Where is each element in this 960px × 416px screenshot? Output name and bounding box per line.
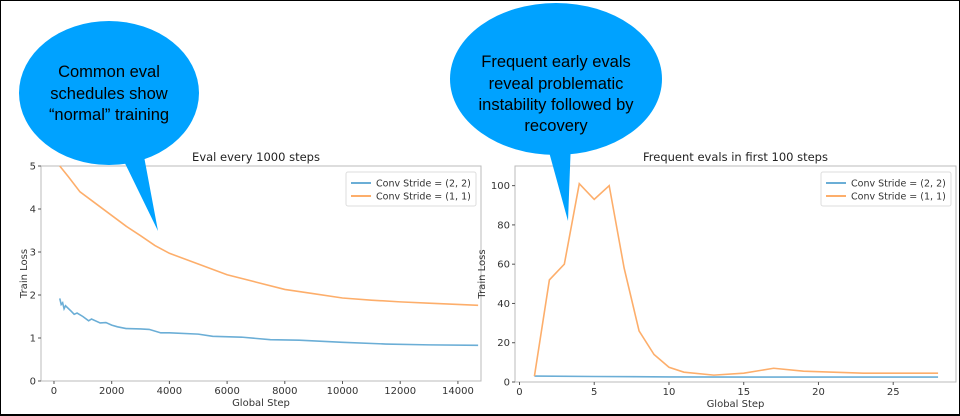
y-axis-label: Train Loss: [477, 249, 488, 299]
series-line-1: [58, 298, 479, 347]
series-line-1: [534, 375, 939, 378]
y-tick-label: 1: [30, 334, 36, 345]
y-tick-label: 20: [497, 338, 510, 349]
x-tick-label: 5: [591, 387, 597, 398]
y-tick-label: 0: [30, 377, 36, 388]
chart-2: 0 5 10 15 20 25 0 20 40 60 80 100 Frequent evals in …: [477, 150, 957, 410]
callout-text: Common eval: [58, 63, 160, 81]
callout-text: Frequent early evals: [481, 53, 631, 71]
legend: Conv Stride = (2, 2) Conv Stride = (1, 1): [820, 171, 952, 207]
x-tick-label: 0: [516, 387, 522, 398]
axes-frame: [514, 165, 957, 383]
chart-1: 0 2000 4000 6000 8000 10000 12000 14000 0 1 2 3 4 5 Ev…: [19, 150, 482, 409]
y-tick-label: 4: [30, 205, 36, 216]
x-tick-label: 25: [887, 387, 900, 398]
x-tick-label: 10: [663, 387, 676, 398]
x-tick-label: 0: [51, 386, 57, 397]
x-tick-label: 8000: [272, 386, 297, 397]
axes-frame: [40, 165, 482, 382]
x-tick-label: 6000: [214, 386, 239, 397]
callout-bubble-2: Frequent early evals reveal problematic in…: [450, 3, 662, 221]
legend: Conv Stride = (2, 2) Conv Stride = (1, 1): [345, 171, 477, 207]
legend-entry: Conv Stride = (2, 2): [376, 179, 471, 190]
legend-entry: Conv Stride = (2, 2): [851, 179, 946, 190]
chart-title: Frequent evals in first 100 steps: [643, 150, 828, 164]
y-tick-label: 5: [30, 162, 36, 173]
x-axis-label: Global Step: [707, 399, 765, 410]
callout-text: reveal problematic: [489, 75, 624, 93]
callout-text: instability followed by: [479, 96, 635, 114]
callout-ellipse: [19, 21, 199, 165]
y-tick-label: 40: [497, 299, 510, 310]
x-tick-label: 12000: [384, 386, 416, 397]
chart-title: Eval every 1000 steps: [192, 150, 320, 164]
legend-entry: Conv Stride = (1, 1): [376, 192, 471, 203]
callout-tail: [546, 141, 571, 221]
callout-text: “normal” training: [49, 106, 169, 124]
y-axis-label: Train Loss: [19, 249, 30, 299]
y-tick-label: 60: [497, 260, 510, 271]
callout-bubble-1: Common eval schedules show “normal” traini…: [19, 21, 199, 231]
x-tick-label: 10000: [327, 386, 359, 397]
legend-box: [345, 171, 477, 207]
callout-text: recovery: [524, 117, 588, 135]
legend-entry: Conv Stride = (1, 1): [851, 192, 946, 203]
y-tick-label: 80: [497, 220, 510, 231]
x-tick-label: 2000: [99, 386, 124, 397]
series-line-2: [533, 181, 939, 377]
callout-ellipse: [450, 3, 662, 155]
callout-tail: [119, 151, 158, 231]
y-tick-label: 2: [30, 291, 36, 302]
x-tick-label: 14000: [442, 386, 474, 397]
y-tick-label: 3: [30, 248, 36, 259]
y-tick-label: 100: [491, 181, 510, 192]
x-tick-label: 4000: [157, 386, 182, 397]
callout-text: schedules show: [50, 85, 167, 103]
x-tick-label: 15: [737, 387, 750, 398]
series-line-2: [59, 165, 479, 307]
y-tick-label: 0: [504, 378, 510, 389]
x-axis-label: Global Step: [232, 398, 290, 409]
legend-box: [820, 171, 952, 207]
x-tick-label: 20: [812, 387, 825, 398]
